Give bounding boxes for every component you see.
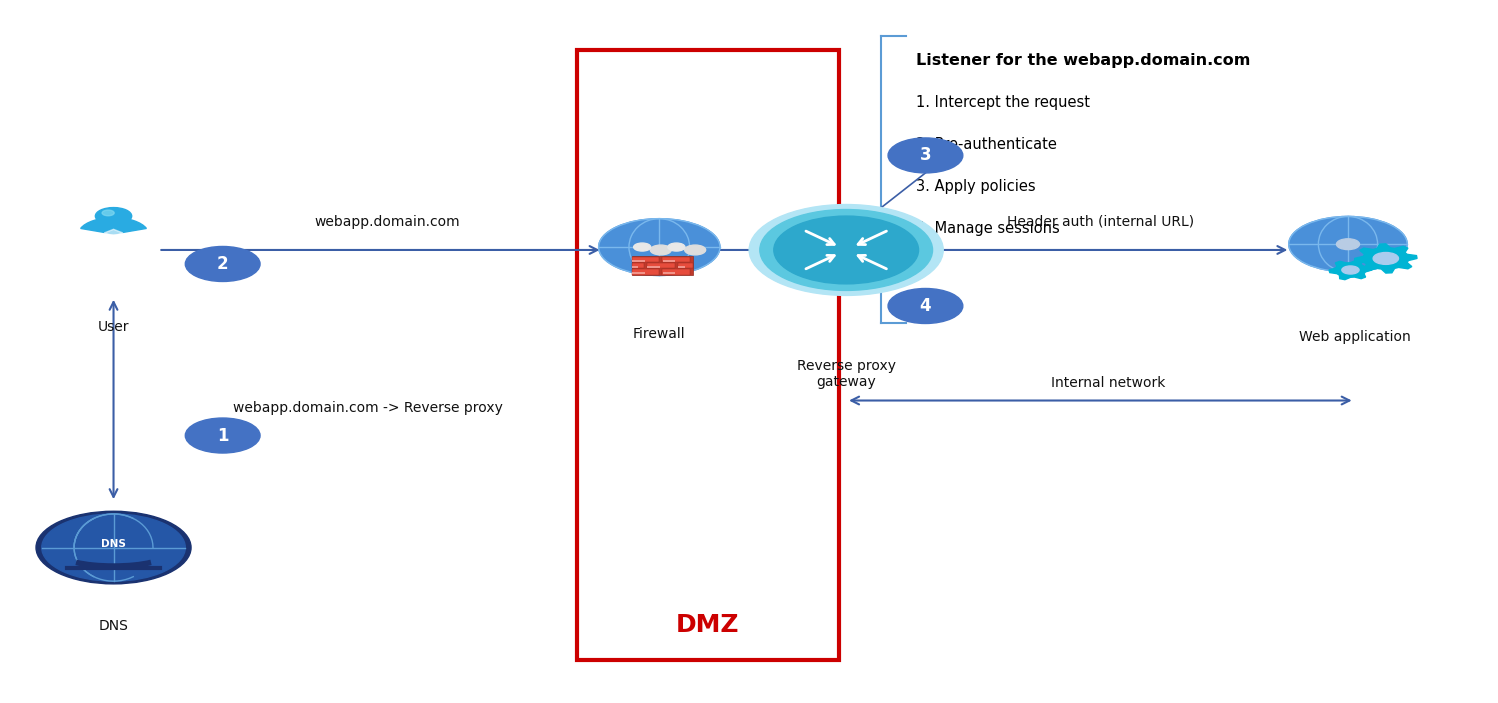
- Text: Firewall: Firewall: [634, 327, 686, 341]
- Text: webapp.domain.com -> Reverse proxy: webapp.domain.com -> Reverse proxy: [234, 401, 503, 415]
- Text: 2. Pre-authenticate: 2. Pre-authenticate: [917, 137, 1058, 153]
- Text: DNS: DNS: [99, 619, 129, 633]
- Text: Web application: Web application: [1299, 330, 1411, 344]
- FancyBboxPatch shape: [632, 266, 638, 268]
- Circle shape: [1342, 266, 1359, 274]
- Circle shape: [634, 243, 650, 251]
- Circle shape: [668, 243, 685, 251]
- Text: 1: 1: [217, 427, 228, 444]
- Circle shape: [774, 216, 918, 284]
- Circle shape: [1374, 252, 1399, 264]
- Circle shape: [186, 418, 261, 453]
- Text: 3. Apply policies: 3. Apply policies: [917, 179, 1037, 195]
- Circle shape: [1288, 217, 1407, 272]
- Circle shape: [42, 514, 186, 581]
- Circle shape: [102, 210, 114, 216]
- Circle shape: [888, 138, 963, 173]
- FancyBboxPatch shape: [632, 257, 659, 262]
- FancyBboxPatch shape: [662, 269, 689, 275]
- Text: DMZ: DMZ: [676, 612, 739, 637]
- Circle shape: [759, 209, 933, 290]
- Text: User: User: [97, 320, 129, 334]
- Circle shape: [650, 245, 671, 255]
- FancyBboxPatch shape: [647, 263, 674, 269]
- FancyBboxPatch shape: [662, 259, 676, 262]
- Text: webapp.domain.com: webapp.domain.com: [315, 215, 460, 229]
- FancyBboxPatch shape: [632, 259, 644, 262]
- Wedge shape: [105, 229, 123, 235]
- Wedge shape: [81, 218, 147, 234]
- FancyBboxPatch shape: [677, 266, 685, 268]
- FancyBboxPatch shape: [632, 256, 692, 275]
- Text: DNS: DNS: [100, 538, 126, 548]
- FancyBboxPatch shape: [662, 272, 676, 274]
- FancyBboxPatch shape: [662, 257, 689, 262]
- Circle shape: [599, 219, 721, 276]
- Text: Listener for the webapp.domain.com: Listener for the webapp.domain.com: [917, 53, 1251, 68]
- Text: 2: 2: [217, 255, 229, 273]
- Circle shape: [888, 288, 963, 323]
- Polygon shape: [1329, 260, 1372, 280]
- Text: Internal network: Internal network: [1050, 376, 1165, 390]
- Text: 4. Manage sessions: 4. Manage sessions: [917, 221, 1061, 236]
- Text: 3: 3: [920, 146, 932, 165]
- Polygon shape: [1354, 244, 1417, 273]
- Text: 1. Intercept the request: 1. Intercept the request: [917, 96, 1091, 110]
- Circle shape: [186, 247, 261, 281]
- Circle shape: [96, 207, 132, 224]
- FancyBboxPatch shape: [632, 272, 644, 274]
- FancyBboxPatch shape: [647, 266, 659, 268]
- Circle shape: [36, 511, 192, 584]
- FancyBboxPatch shape: [677, 263, 692, 269]
- Text: 4: 4: [920, 297, 932, 315]
- FancyBboxPatch shape: [632, 269, 659, 275]
- Circle shape: [749, 205, 944, 295]
- Text: Header auth (internal URL): Header auth (internal URL): [1007, 215, 1194, 229]
- Circle shape: [1336, 239, 1360, 250]
- Circle shape: [685, 245, 706, 255]
- Text: Reverse proxy
gateway: Reverse proxy gateway: [797, 359, 896, 389]
- FancyBboxPatch shape: [632, 263, 644, 269]
